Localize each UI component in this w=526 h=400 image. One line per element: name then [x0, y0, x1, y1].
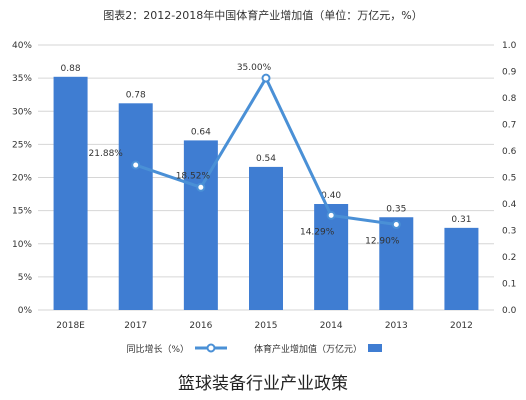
bar: [379, 217, 414, 310]
line-value-label: 35.00%: [237, 63, 272, 73]
left-axis-tick-label: 0%: [18, 306, 33, 316]
legend-swatch-marker: [206, 343, 216, 353]
right-axis-tick-label: 0.3: [502, 227, 516, 237]
right-axis-tick-label: 0.0: [502, 306, 517, 316]
x-axis-labels: 2018E 2017 2016 2015 2014 2013 2012: [56, 321, 473, 331]
right-axis-tick-label: 0.2: [502, 253, 516, 263]
left-axis-tick-label: 15%: [12, 207, 32, 217]
legend-label-line: 同比增长（%）: [126, 343, 189, 355]
left-axis-tick-label: 10%: [12, 240, 32, 250]
x-tick-label: 2015: [255, 321, 278, 331]
left-axis-tick-label: 40%: [12, 41, 32, 51]
line-value-label: 14.29%: [300, 227, 335, 237]
line-value-label: 18.52%: [176, 171, 211, 181]
left-axis: 0% 5% 10% 15% 20% 25% 30% 35% 40%: [12, 41, 32, 316]
bar: [314, 204, 349, 310]
line-value-label: 21.88%: [89, 149, 124, 159]
x-tick-label: 2013: [385, 321, 408, 331]
x-tick-label: 2017: [124, 321, 147, 331]
right-axis-tick-label: 0.7: [502, 121, 516, 131]
bar-series: [53, 76, 479, 310]
line-series: 21.88% 18.52% 35.00% 14.29% 12.90%: [89, 63, 401, 247]
line-point: [131, 160, 141, 170]
legend-swatch-bar: [368, 344, 382, 352]
line-point: [326, 210, 336, 220]
bar-value-label: 0.78: [126, 90, 146, 100]
left-axis-tick-label: 35%: [12, 74, 32, 84]
bar-value-label: 0.31: [451, 215, 471, 225]
right-axis-tick-label: 0.4: [502, 200, 517, 210]
bar-value-label: 0.54: [256, 154, 276, 164]
bar: [118, 103, 153, 310]
left-axis-tick-label: 25%: [12, 140, 32, 150]
bar: [444, 227, 479, 310]
left-axis-tick-label: 30%: [12, 107, 32, 117]
x-tick-label: 2014: [320, 321, 343, 331]
bar-value-label: 0.35: [386, 204, 406, 214]
line-point: [391, 220, 401, 230]
bar-value-label: 0.88: [61, 64, 81, 74]
right-axis-tick-label: 0.8: [502, 94, 517, 104]
legend-label-bar: 体育产业增加值（万亿元）: [254, 343, 362, 355]
x-tick-label: 2016: [189, 321, 212, 331]
bar: [249, 166, 283, 310]
line-point: [261, 73, 271, 83]
line-value-label: 12.90%: [365, 237, 400, 247]
right-axis-tick-label: 0.6: [502, 147, 517, 157]
bar-value-label: 0.64: [191, 127, 211, 137]
x-tick-label: 2012: [450, 321, 473, 331]
bar-value-labels: 0.88 0.78 0.64 0.54 0.40 0.35 0.31: [61, 64, 472, 225]
bar-value-label: 0.40: [321, 191, 341, 201]
left-axis-tick-label: 20%: [12, 174, 32, 184]
right-axis-tick-label: 0.1: [502, 280, 516, 290]
left-axis-tick-label: 5%: [18, 273, 33, 283]
page-caption: 篮球装备行业产业政策: [178, 374, 348, 394]
right-axis-tick-label: 1.0: [502, 41, 517, 51]
legend: 体育产业增加值（万亿元） 同比增长（%）: [126, 343, 382, 355]
right-axis-tick-label: 0.9: [502, 68, 517, 78]
right-axis-tick-label: 0.5: [502, 174, 516, 184]
x-tick-label: 2018E: [56, 321, 85, 331]
chart-title: 图表2：2012-2018年中国体育产业增加值（单位：万亿元，%）: [103, 8, 422, 22]
right-axis: 0.0 0.1 0.2 0.3 0.4 0.5 0.6 0.7 0.8 0.9 1.0: [502, 41, 517, 316]
bar: [53, 76, 88, 310]
line-point: [196, 182, 206, 192]
